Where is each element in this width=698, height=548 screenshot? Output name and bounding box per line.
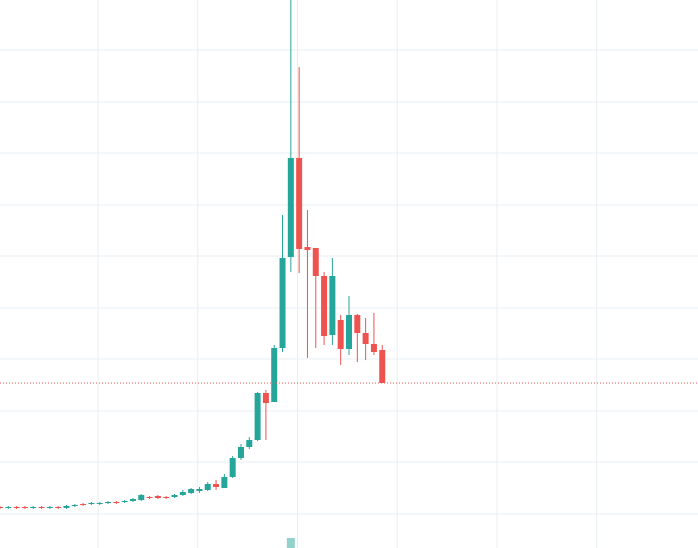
candle-body (171, 495, 178, 497)
candle-body (296, 158, 303, 249)
candle-body (321, 276, 328, 336)
candle-body (237, 447, 244, 458)
candle-body (179, 492, 186, 495)
candle-body (379, 350, 386, 383)
candle-body (287, 158, 294, 257)
candle-body (370, 344, 377, 352)
candle-body (337, 320, 344, 349)
candle-body (13, 507, 20, 508)
candle-body (71, 505, 78, 506)
candle-body (105, 502, 112, 503)
candle-body (138, 495, 145, 500)
candle-body (80, 504, 87, 505)
candle-body (113, 502, 120, 503)
candle-body (254, 393, 261, 440)
candle-body (96, 503, 103, 504)
candle-body (46, 507, 53, 508)
candle-body (204, 484, 211, 490)
candle-body (262, 393, 269, 403)
candle-body (196, 489, 203, 491)
candle-body (312, 248, 319, 276)
volume-bar (286, 538, 295, 548)
candle-body (229, 458, 236, 477)
candle-body (346, 315, 352, 349)
candle-body (55, 507, 62, 508)
candle-body (362, 333, 369, 344)
candle-body (88, 503, 95, 504)
candle-body (246, 440, 253, 447)
candle-body (38, 507, 45, 508)
candle-body (163, 497, 170, 498)
candle-body (129, 499, 136, 501)
candle-body (329, 276, 336, 335)
candle-body (21, 507, 28, 508)
candle-body (63, 506, 70, 508)
candle-body (121, 501, 128, 502)
candle-body (354, 315, 361, 333)
candle-body (221, 477, 228, 488)
candle-body (0, 507, 3, 508)
candle-body (5, 507, 12, 508)
candle-body (213, 484, 220, 487)
candle-body (30, 507, 37, 508)
candle-body (188, 489, 195, 493)
candle-body (279, 258, 286, 348)
candle-body (271, 348, 278, 402)
candle-body (154, 496, 161, 498)
candle-body (146, 497, 153, 498)
candle-body (304, 247, 311, 250)
